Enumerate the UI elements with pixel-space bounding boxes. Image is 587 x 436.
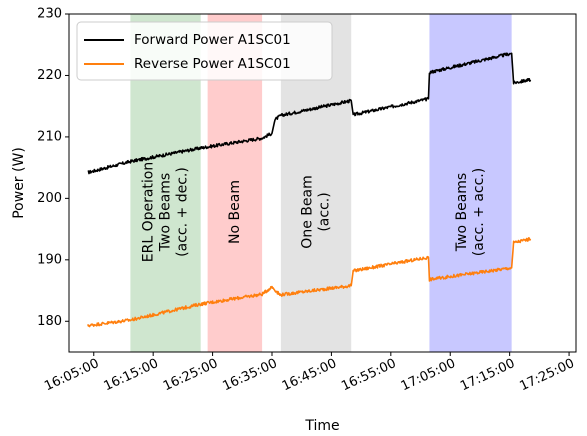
region-label-0-0: ERL Operation <box>141 162 157 263</box>
region-label-3-1: (acc. + acc.) <box>471 168 487 256</box>
x-axis-title: Time <box>304 418 339 434</box>
y-tick-label-1: 190 <box>37 252 62 267</box>
y-tick-label-0: 180 <box>37 314 62 329</box>
x-axis: 16:05:00 16:15:00 16:25:00 16:35:00 16:45:00… <box>42 352 577 394</box>
legend: Forward Power A1SC01 Reverse Power A1SC01 <box>76 21 333 81</box>
region-label-2-0: One Beam <box>300 175 316 248</box>
x-tick-label-7: 17:15:00 <box>458 356 517 394</box>
region-label-3-0: Two Beams <box>454 173 470 252</box>
x-tick-label-8: 17:25:00 <box>517 356 576 394</box>
region-label-2-1: (acc.) <box>317 192 333 231</box>
x-tick-label-6: 17:05:00 <box>399 356 458 394</box>
data-series <box>87 52 532 328</box>
series-line-1 <box>87 237 532 328</box>
x-tick-label-5: 16:55:00 <box>339 356 398 394</box>
x-tick-label-3: 16:35:00 <box>220 356 279 394</box>
region-label-1-0: No Beam <box>227 180 243 244</box>
y-axis: 180 190 200 210 220 230 <box>37 7 69 329</box>
legend-label-1: Reverse Power A1SC01 <box>134 56 291 72</box>
region-labels: ERL Operation Two Beams (acc. + dec.) No Be… <box>141 162 487 263</box>
x-tick-label-4: 16:45:00 <box>280 356 339 394</box>
region-label-0-1: Two Beams <box>158 173 174 252</box>
x-tick-label-0: 16:05:00 <box>42 356 101 394</box>
plot-frame <box>68 13 577 353</box>
x-tick-label-2: 16:25:00 <box>161 356 220 394</box>
region-label-0-2: (acc. + dec.) <box>175 167 191 257</box>
x-tick-label-1: 16:15:00 <box>102 356 161 394</box>
legend-box <box>76 21 333 81</box>
series-line-0 <box>87 52 532 175</box>
y-tick-label-2: 200 <box>37 191 62 206</box>
y-axis-title: Power (W) <box>11 147 27 219</box>
y-tick-label-5: 230 <box>37 7 62 22</box>
legend-label-0: Forward Power A1SC01 <box>134 32 291 48</box>
y-tick-label-4: 220 <box>37 68 62 83</box>
y-tick-label-3: 210 <box>37 129 62 144</box>
